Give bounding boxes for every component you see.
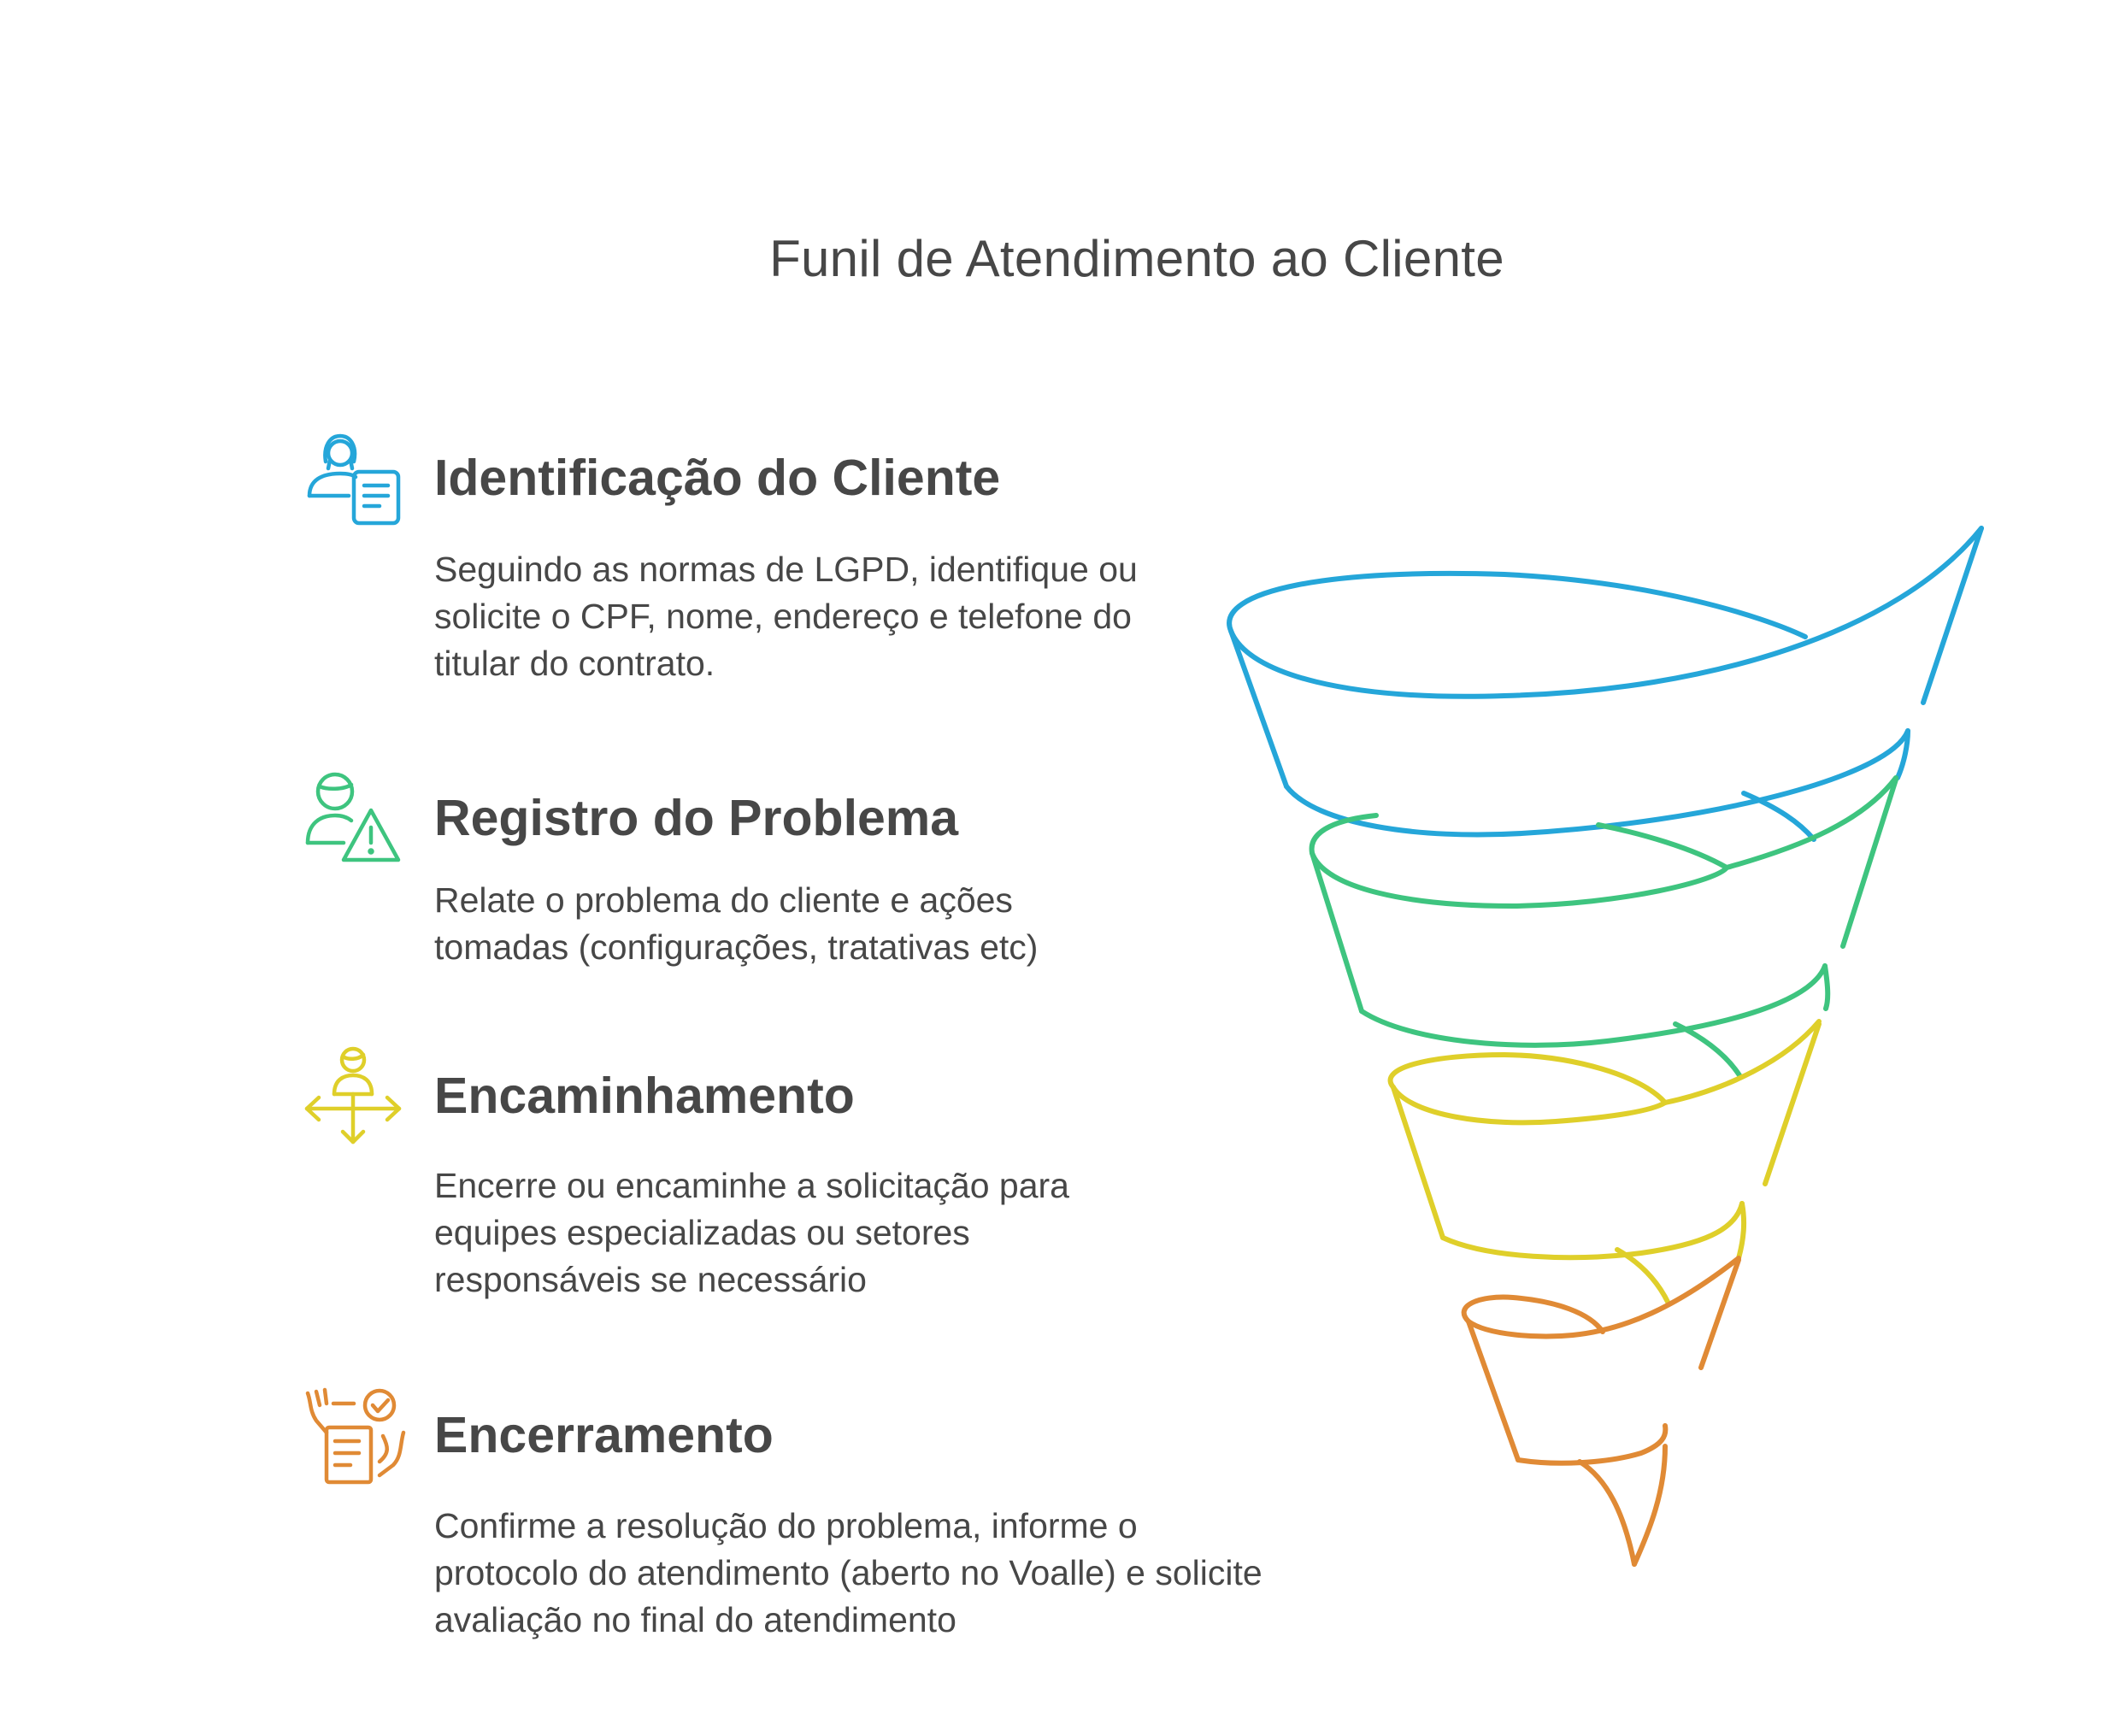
funnel-band-registro — [1309, 775, 1898, 1078]
step-description: Relate o problema do cliente e ações tom… — [434, 880, 1039, 967]
funnel-band-identificacao — [1227, 526, 1984, 842]
checklist-hands-icon — [305, 1387, 406, 1485]
funnel-band-encaminhamento — [1387, 1019, 1822, 1306]
user-warning-icon — [305, 772, 401, 862]
funnel-band-encerramento — [1461, 1256, 1741, 1567]
page-title: Funil de Atendimento ao Cliente — [769, 230, 1504, 287]
customer-id-icon — [307, 433, 401, 526]
step-description: Seguindo as normas de LGPD, identifique … — [434, 550, 1138, 683]
step-heading: Encerramento — [434, 1407, 774, 1463]
step-description: Encerre ou encaminhe a solicitação para … — [434, 1166, 1069, 1299]
step-heading: Identificação do Cliente — [434, 450, 1001, 506]
step-description: Confirme a resolução do problema, inform… — [434, 1506, 1263, 1639]
person-directions-icon — [304, 1046, 402, 1145]
step-heading: Encaminhamento — [434, 1068, 855, 1124]
step-heading: Registro do Problema — [434, 790, 959, 846]
